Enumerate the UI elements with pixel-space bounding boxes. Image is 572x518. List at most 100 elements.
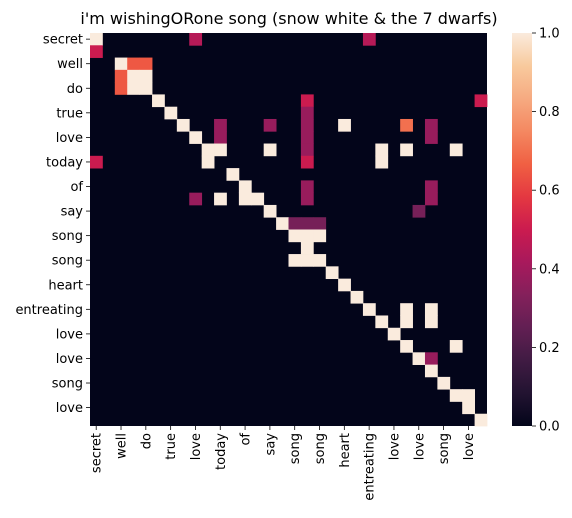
heatmap-cell bbox=[300, 118, 314, 132]
heatmap-cell bbox=[400, 315, 413, 329]
heatmap-cell bbox=[338, 118, 351, 132]
heatmap-cell bbox=[424, 315, 438, 329]
heatmap-cell bbox=[325, 266, 339, 280]
y-tick-label: well bbox=[57, 57, 83, 72]
heatmap-cell bbox=[300, 241, 314, 255]
heatmap-cell bbox=[127, 69, 141, 83]
heatmap-cell bbox=[300, 143, 314, 157]
heatmap-cell bbox=[300, 180, 314, 194]
heatmap-cell bbox=[400, 303, 413, 316]
colorbar-tick-label: 0.2 bbox=[539, 341, 560, 356]
x-tick-label: well bbox=[115, 433, 130, 459]
heatmap-cell bbox=[424, 118, 438, 132]
heatmap-cell bbox=[362, 33, 376, 46]
heatmap-cell bbox=[201, 143, 215, 157]
heatmap-cell bbox=[437, 376, 451, 390]
heatmap-cell bbox=[462, 389, 475, 402]
x-tick-label: today bbox=[214, 433, 229, 470]
colorbar-ticks: 0.0 0.2 0.4 0.6 0.8 1.0 bbox=[532, 27, 560, 435]
heatmap-cell bbox=[238, 180, 252, 194]
colorbar-tick-label: 0.6 bbox=[539, 184, 560, 199]
heatmap-cell bbox=[251, 192, 265, 206]
y-tick-label: love bbox=[56, 401, 83, 416]
heatmap-cell bbox=[313, 217, 327, 230]
heatmap-cell bbox=[263, 143, 277, 157]
heatmap-cell bbox=[350, 290, 364, 304]
y-tick-label: secret bbox=[43, 33, 83, 48]
x-tick-label: entreating bbox=[363, 433, 378, 501]
x-tick-label: love bbox=[387, 433, 402, 460]
heatmap-cell bbox=[263, 118, 277, 132]
heatmap-cell bbox=[139, 69, 153, 83]
x-tick-label: say bbox=[263, 433, 278, 456]
heatmap-cell bbox=[127, 82, 141, 95]
x-tick-label: of bbox=[239, 433, 254, 446]
y-tick-label: say bbox=[61, 205, 84, 220]
heatmap-cell bbox=[375, 315, 389, 329]
chart-title: i'm wishingORone song (snow white & the … bbox=[80, 9, 497, 28]
heatmap-cell bbox=[176, 118, 190, 132]
heatmap-cell bbox=[300, 192, 314, 206]
x-tick-label: love bbox=[462, 433, 477, 460]
heatmap-cell bbox=[449, 340, 463, 353]
heatmap-cell bbox=[424, 303, 438, 316]
y-tick-label: song bbox=[52, 229, 83, 244]
heatmap-cell bbox=[300, 217, 314, 230]
heatmap-cell bbox=[375, 155, 389, 169]
heatmap-cell bbox=[300, 94, 314, 108]
y-tick-label: today bbox=[46, 155, 83, 170]
heatmap-cell bbox=[424, 131, 438, 144]
x-tick-label: secret bbox=[90, 433, 105, 473]
x-tick-label: love bbox=[189, 433, 204, 460]
heatmap-cell bbox=[214, 143, 227, 157]
heatmap-cell bbox=[449, 143, 463, 157]
heatmap-cell bbox=[424, 192, 438, 206]
heatmap-cell bbox=[338, 278, 351, 292]
x-tick-label: heart bbox=[338, 433, 353, 468]
heatmap-cell bbox=[90, 45, 103, 58]
colorbar-tick-label: 1.0 bbox=[539, 27, 560, 42]
heatmap-cell bbox=[400, 143, 413, 157]
colorbar-tick-label: 0.4 bbox=[539, 262, 560, 277]
heatmap-cell bbox=[263, 204, 277, 218]
heatmap-cell bbox=[387, 327, 401, 341]
heatmap-cell bbox=[114, 69, 128, 83]
heatmap-cell bbox=[214, 118, 227, 132]
heatmap-cell bbox=[412, 352, 426, 365]
heatmap-cell bbox=[189, 33, 203, 46]
heatmap-cell bbox=[288, 254, 302, 267]
x-tick-label: true bbox=[164, 433, 179, 460]
y-axis-ticks: secret well do true love today of say song song he… bbox=[15, 33, 90, 416]
heatmap-cells bbox=[90, 33, 488, 427]
heatmap-cell bbox=[139, 82, 153, 95]
heatmap-cell bbox=[300, 106, 314, 120]
y-tick-label: heart bbox=[48, 278, 83, 293]
y-tick-label: love bbox=[56, 327, 83, 342]
heatmap-cell bbox=[412, 204, 426, 218]
heatmap-cell bbox=[313, 229, 327, 243]
heatmap-cell bbox=[189, 192, 203, 206]
y-tick-label: song bbox=[52, 254, 83, 269]
heatmap-cell bbox=[300, 254, 314, 267]
heatmap-cell bbox=[362, 303, 376, 316]
y-tick-label: love bbox=[56, 352, 83, 367]
heatmap-cell bbox=[214, 192, 227, 206]
heatmap-cell bbox=[313, 254, 327, 267]
y-tick-label: do bbox=[67, 82, 83, 97]
y-tick-label: entreating bbox=[15, 303, 83, 318]
heatmap-cell bbox=[424, 364, 438, 378]
x-tick-label: song bbox=[288, 433, 303, 464]
heatmap-cell bbox=[300, 131, 314, 144]
heatmap-cell bbox=[152, 94, 165, 108]
heatmap-cell bbox=[114, 82, 128, 95]
heatmap-cell bbox=[127, 57, 141, 71]
heatmap-cell bbox=[474, 413, 488, 427]
colorbar-tick-label: 0.0 bbox=[539, 420, 560, 435]
heatmap-cell bbox=[300, 155, 314, 169]
x-tick-label: song bbox=[437, 433, 452, 464]
x-axis-ticks: secret well do true love today of say song song he… bbox=[90, 426, 477, 501]
heatmap-cell bbox=[400, 118, 413, 132]
heatmap-cell bbox=[424, 180, 438, 194]
heatmap-cell bbox=[375, 143, 389, 157]
heatmap-cell bbox=[288, 229, 302, 243]
